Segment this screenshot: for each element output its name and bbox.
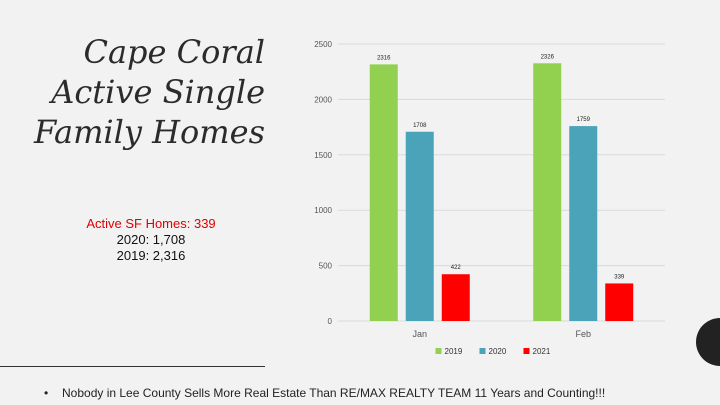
- data-label: 2326: [541, 54, 555, 60]
- stat-2020: 2020: 1,708: [116, 232, 186, 247]
- bar-2021-feb: [605, 283, 634, 321]
- data-label: 1708: [413, 123, 427, 129]
- legend-label: 2021: [533, 347, 551, 356]
- bar-2019-feb: [533, 63, 562, 321]
- legend-swatch-2019: [435, 348, 442, 354]
- data-label: 1759: [577, 117, 591, 123]
- bar-2020-jan: [405, 131, 434, 321]
- legend-label: 2020: [489, 347, 507, 356]
- x-category-label: Feb: [575, 329, 591, 339]
- data-label: 2316: [377, 55, 391, 61]
- bar-2019-jan: [369, 64, 398, 321]
- title-line: Family Homes: [33, 113, 265, 151]
- legend-swatch-2021: [523, 348, 530, 354]
- active-homes-stat: Active SF Homes: 339: [86, 216, 216, 231]
- stat-2019: 2019: 2,316: [116, 248, 186, 263]
- y-tick-label: 1000: [314, 206, 332, 215]
- data-label: 422: [451, 265, 462, 271]
- footer-message: Nobody in Lee County Sells More Real Est…: [62, 386, 606, 400]
- slide-title: Cape Coral Active Single Family Homes: [34, 32, 265, 152]
- divider-line: [0, 366, 265, 367]
- legend-swatch-2020: [479, 348, 486, 354]
- y-tick-label: 1500: [314, 151, 332, 160]
- bar-2021-jan: [441, 274, 470, 321]
- title-line: Cape Coral: [83, 33, 265, 71]
- bullet: •: [44, 386, 49, 400]
- y-tick-label: 2000: [314, 95, 332, 104]
- bar-2020-feb: [569, 126, 598, 321]
- title-line: Active Single: [51, 73, 265, 111]
- y-tick-label: 500: [319, 262, 333, 271]
- data-label: 339: [614, 274, 625, 280]
- y-tick-label: 0: [328, 317, 333, 326]
- x-category-label: Jan: [412, 329, 427, 339]
- legend-label: 2019: [445, 347, 463, 356]
- y-tick-label: 2500: [314, 40, 332, 49]
- footer-text: • Nobody in Lee County Sells More Real Es…: [44, 386, 605, 400]
- stats-block: Active SF Homes: 339 2020: 1,708 2019: 2…: [66, 216, 236, 264]
